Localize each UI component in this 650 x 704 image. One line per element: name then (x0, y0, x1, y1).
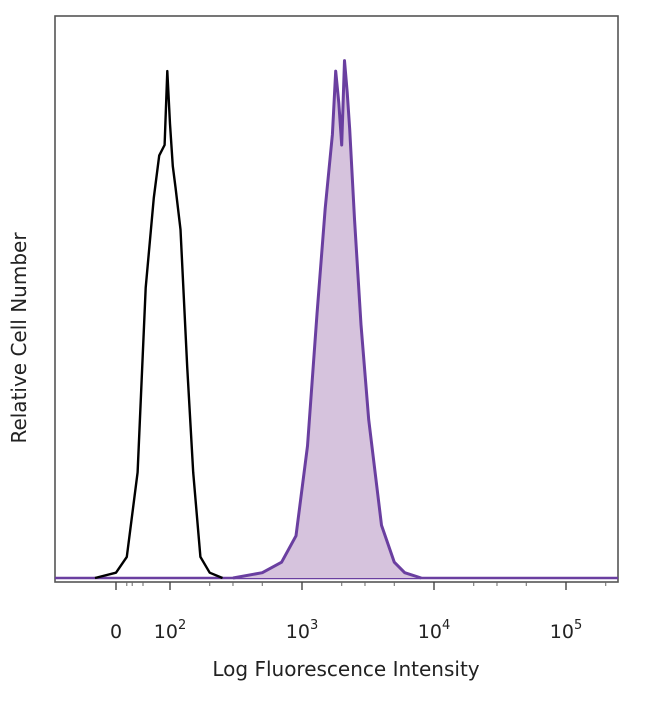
series-line-black-outline (94, 69, 223, 580)
x-axis-title: Log Fluorescence Intensity (212, 657, 479, 681)
plot-frame (54, 15, 619, 583)
x-tick-label-3: 104 (418, 618, 450, 643)
x-tick-label-2: 103 (286, 618, 318, 643)
y-axis-title: Relative Cell Number (7, 232, 31, 444)
x-axis-ticks: 0 102 103 104 105 (110, 582, 607, 643)
x-tick-label-0: 0 (110, 621, 122, 643)
series-fill-purple-filled (233, 60, 422, 579)
series-line-purple-filled (232, 59, 422, 580)
x-tick-label-1: 102 (154, 618, 186, 643)
x-tick-label-4: 105 (550, 618, 582, 643)
series-layer (55, 59, 618, 580)
